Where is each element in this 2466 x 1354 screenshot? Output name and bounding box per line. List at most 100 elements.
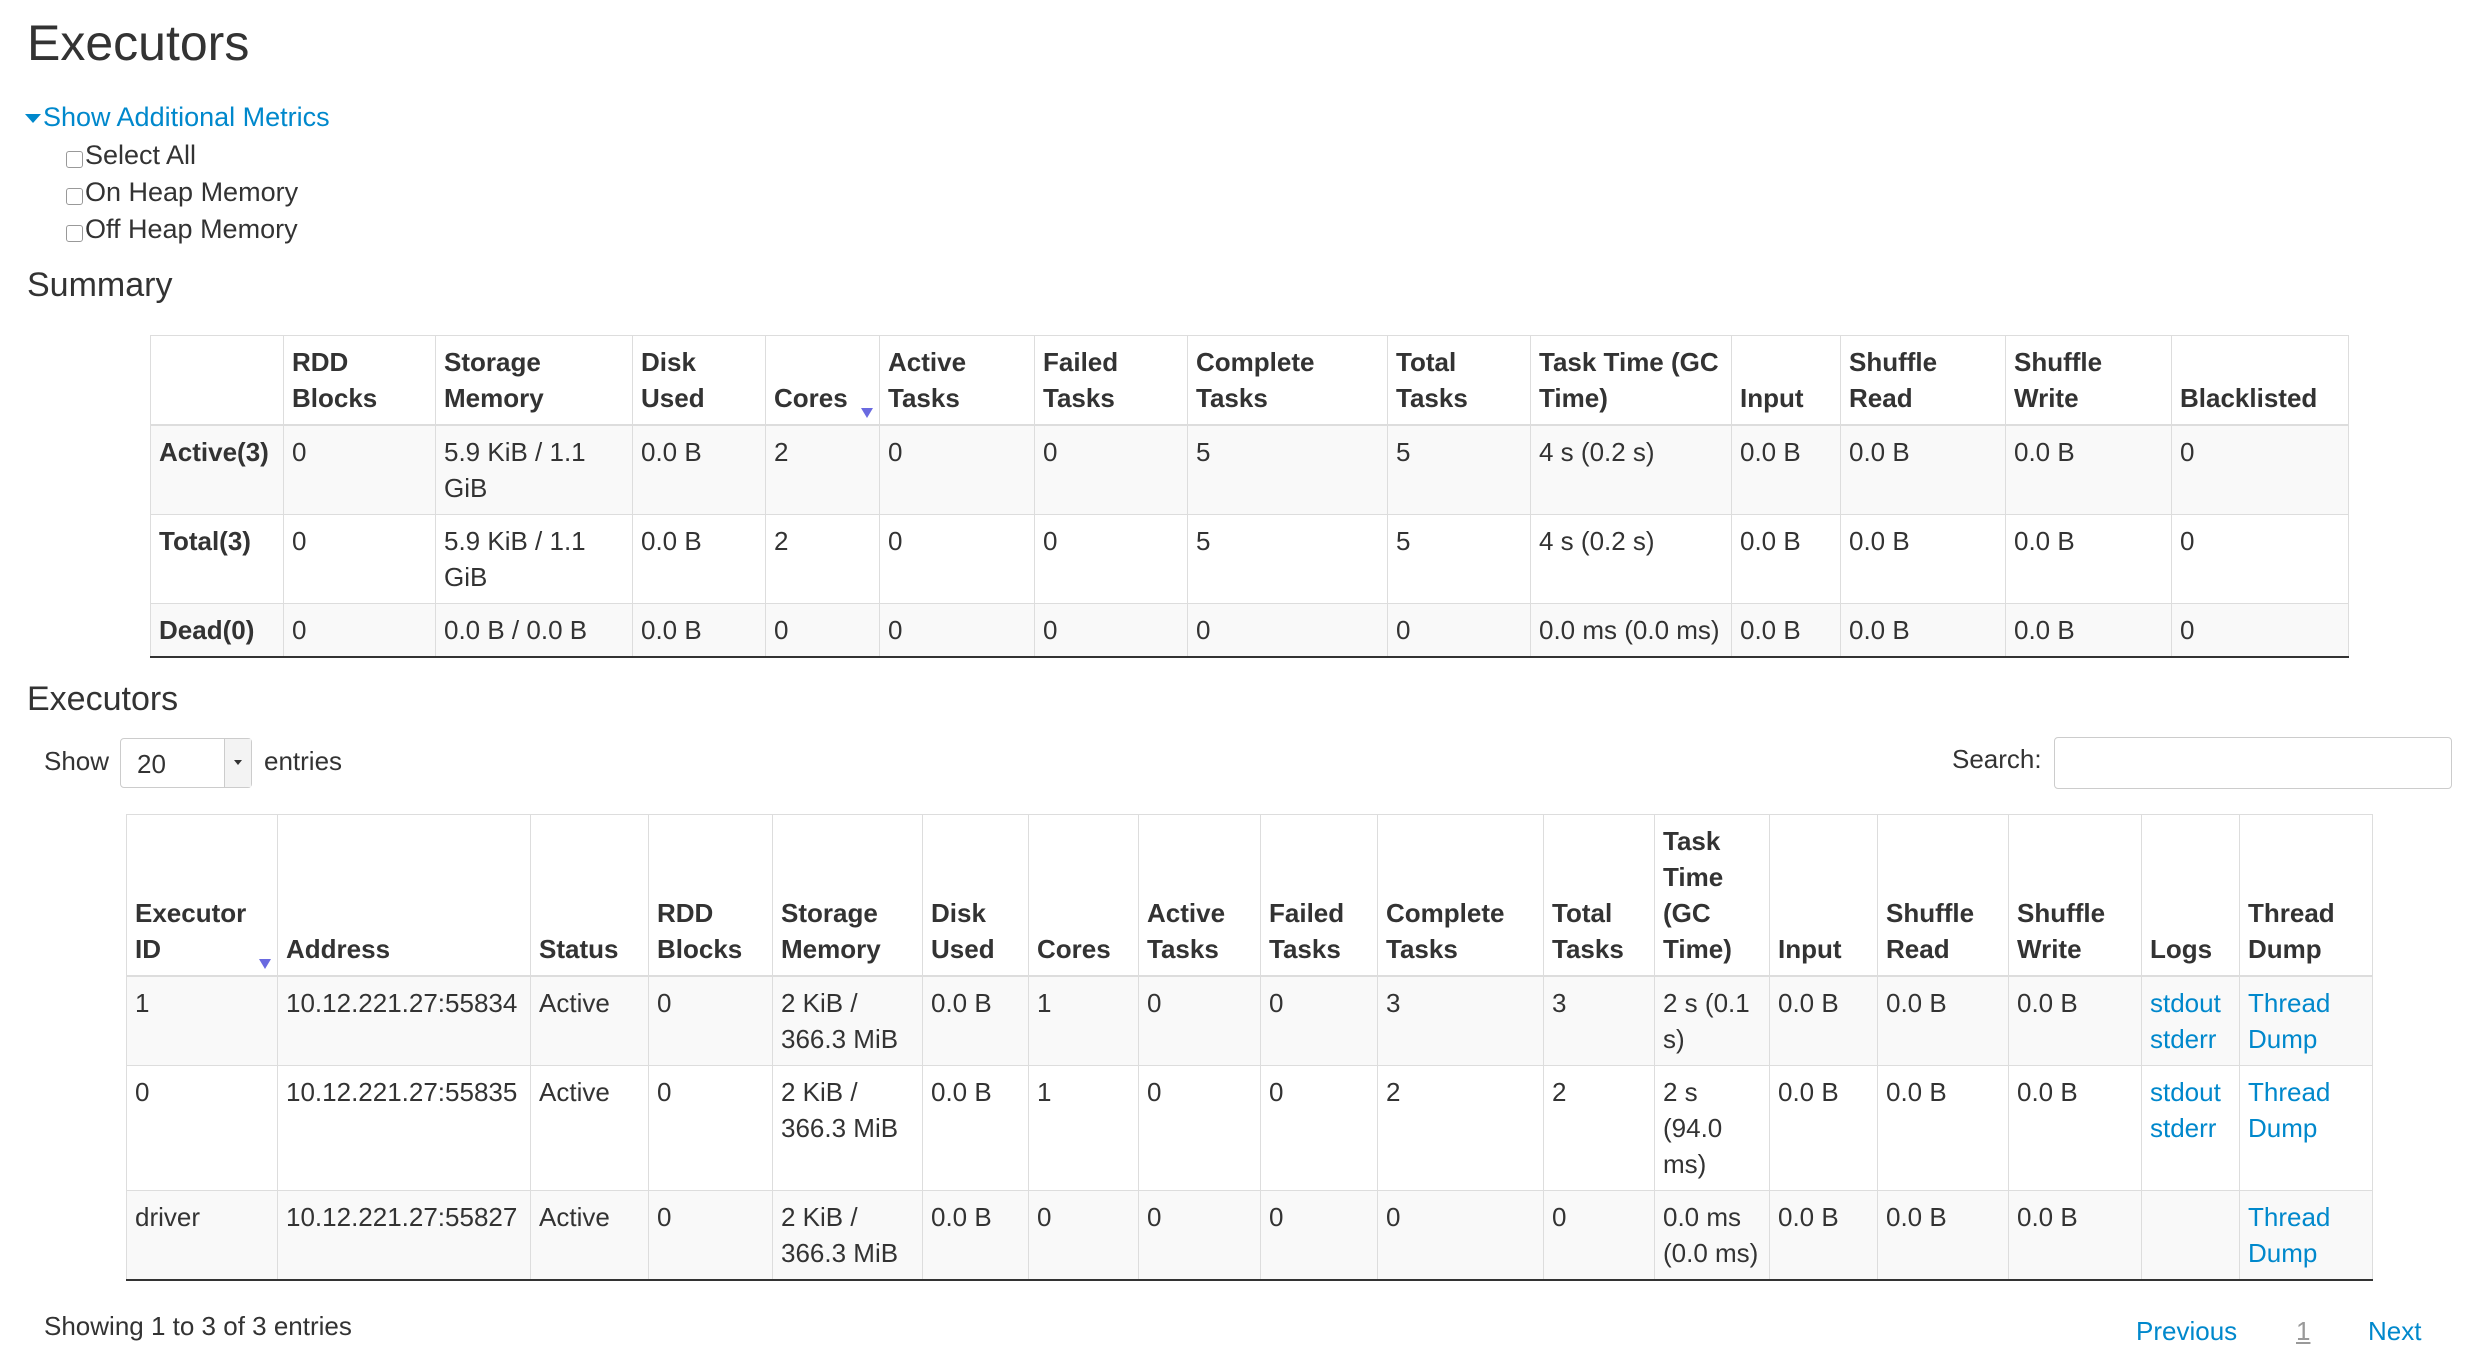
checkbox-icon[interactable] [66, 188, 83, 205]
column-header-shuffle-read[interactable]: Shuffle Read [1840, 335, 2006, 426]
next-page-button[interactable]: Next [2368, 1316, 2422, 1346]
executor-cell-rdd-blocks: 0 [648, 1065, 773, 1191]
column-header-total-tasks[interactable]: Total Tasks [1543, 814, 1655, 977]
summary-cell: 0 [1387, 603, 1531, 658]
summary-cell: 0 [1187, 603, 1388, 658]
column-header-rdd-blocks[interactable]: RDD Blocks [648, 814, 773, 977]
executor-cell-complete-tasks: 2 [1377, 1065, 1544, 1191]
column-header-failed-tasks[interactable]: Failed Tasks [1034, 335, 1188, 426]
show-additional-metrics-toggle[interactable]: Show Additional Metrics [25, 102, 330, 133]
column-header-cores[interactable]: Cores [1028, 814, 1139, 977]
executor-cell-storage-memory: 2 KiB / 366.3 MiB [772, 1190, 923, 1281]
executor-cell-shuffle-read: 0.0 B [1877, 1190, 2009, 1281]
column-header-active-tasks[interactable]: Active Tasks [879, 335, 1035, 426]
summary-table: RDD Blocks Storage Memory Disk Used Cores Ac… [150, 335, 2349, 658]
caret-down-icon [25, 114, 41, 124]
summary-cell: 5 [1187, 514, 1388, 604]
column-header-input[interactable]: Input [1731, 335, 1841, 426]
entries-label: entries [264, 746, 343, 776]
column-header-cores[interactable]: Cores [765, 335, 880, 426]
column-header-shuffle-write[interactable]: Shuffle Write [2008, 814, 2142, 977]
column-header-status[interactable]: Status [530, 814, 649, 977]
stderr-link[interactable]: stderr [2150, 1113, 2217, 1143]
table-info: Showing 1 to 3 of 3 entries [44, 1311, 352, 1341]
stdout-link[interactable]: stdout [2150, 988, 2221, 1018]
column-header-disk-used[interactable]: Disk Used [632, 335, 766, 426]
summary-cell: 5 [1387, 424, 1531, 515]
column-header-shuffle-write[interactable]: Shuffle Write [2005, 335, 2172, 426]
thread-dump-link[interactable]: Thread Dump [2248, 1077, 2331, 1143]
summary-cell: 0.0 B [1840, 603, 2006, 658]
executors-heading: Executors [27, 680, 179, 718]
summary-cell: 0.0 B [1731, 424, 1841, 515]
column-header-failed-tasks[interactable]: Failed Tasks [1260, 814, 1378, 977]
column-header-complete-tasks[interactable]: Complete Tasks [1377, 814, 1544, 977]
executor-cell-executor-id: 1 [126, 975, 278, 1066]
executor-cell-total-tasks: 3 [1543, 975, 1655, 1066]
column-header-rdd-blocks[interactable]: RDD Blocks [283, 335, 436, 426]
summary-cell: 0 [765, 603, 880, 658]
summary-cell: 2 [765, 514, 880, 604]
executor-cell-complete-tasks: 0 [1377, 1190, 1544, 1281]
executor-cell-status: Active [530, 1190, 649, 1281]
summary-cell: 0.0 B [632, 514, 766, 604]
column-header-complete-tasks[interactable]: Complete Tasks [1187, 335, 1388, 426]
stdout-link[interactable]: stdout [2150, 1077, 2221, 1107]
column-header-input[interactable]: Input [1769, 814, 1878, 977]
summary-cell: 0.0 B [1731, 603, 1841, 658]
column-header-total-tasks[interactable]: Total Tasks [1387, 335, 1531, 426]
summary-cell: 0 [1034, 603, 1188, 658]
chevron-down-icon[interactable] [224, 739, 251, 787]
column-header-blank[interactable] [150, 335, 284, 426]
column-header-disk-used[interactable]: Disk Used [922, 814, 1029, 977]
select-all-checkbox[interactable]: Select All [66, 140, 196, 171]
summary-cell: 0.0 B [1840, 424, 2006, 515]
summary-cell: 0.0 ms (0.0 ms) [1530, 603, 1732, 658]
row-label: Active(3) [150, 424, 284, 515]
column-header-storage-memory[interactable]: Storage Memory [435, 335, 633, 426]
checkbox-label: Select All [85, 140, 197, 170]
on-heap-memory-checkbox[interactable]: On Heap Memory [66, 177, 298, 208]
column-header-logs[interactable]: Logs [2141, 814, 2240, 977]
column-header-task-time-gc-time[interactable]: Task Time (GC Time) [1530, 335, 1732, 426]
executor-cell-status: Active [530, 1065, 649, 1191]
checkbox-icon[interactable] [66, 151, 83, 168]
column-header-executor-id[interactable]: Executor ID [126, 814, 278, 977]
row-label: Total(3) [150, 514, 284, 604]
column-header-active-tasks[interactable]: Active Tasks [1138, 814, 1261, 977]
column-header-blacklisted[interactable]: Blacklisted [2171, 335, 2349, 426]
executor-cell-failed-tasks: 0 [1260, 1190, 1378, 1281]
executor-cell-active-tasks: 0 [1138, 975, 1261, 1066]
stderr-link[interactable]: stderr [2150, 1024, 2217, 1054]
executor-cell-cores: 1 [1028, 1065, 1139, 1191]
summary-cell: 0 [2171, 514, 2349, 604]
previous-page-button[interactable]: Previous [2136, 1316, 2238, 1346]
executor-cell-cores: 1 [1028, 975, 1139, 1066]
summary-cell: 0 [283, 514, 436, 604]
thread-dump-link[interactable]: Thread Dump [2248, 1202, 2331, 1268]
executor-cell-input: 0.0 B [1769, 1065, 1878, 1191]
sort-descending-icon[interactable] [861, 408, 873, 418]
page-size-select[interactable]: 20 [120, 738, 252, 788]
column-header-shuffle-read[interactable]: Shuffle Read [1877, 814, 2009, 977]
column-header-address[interactable]: Address [277, 814, 531, 977]
checkbox-label: Off Heap Memory [85, 214, 298, 244]
sort-descending-icon[interactable] [259, 959, 271, 969]
summary-cell: 4 s (0.2 s) [1530, 424, 1732, 515]
search-input[interactable] [2054, 737, 2452, 789]
logs-cell: stdout stderr [2141, 1065, 2240, 1191]
executor-cell-shuffle-write: 0.0 B [2008, 1190, 2142, 1281]
thread-dump-link[interactable]: Thread Dump [2248, 988, 2331, 1054]
summary-cell: 0.0 B [1731, 514, 1841, 604]
column-header-thread-dump[interactable]: Thread Dump [2239, 814, 2373, 977]
summary-cell: 0 [283, 424, 436, 515]
logs-cell: stdout stderr [2141, 975, 2240, 1066]
checkbox-icon[interactable] [66, 225, 83, 242]
off-heap-memory-checkbox[interactable]: Off Heap Memory [66, 214, 298, 245]
column-header-task-time-gc-time[interactable]: Task Time (GC Time) [1654, 814, 1770, 977]
column-header-storage-memory[interactable]: Storage Memory [772, 814, 923, 977]
executor-cell-shuffle-write: 0.0 B [2008, 1065, 2142, 1191]
summary-cell: 0 [879, 424, 1035, 515]
page-1-button[interactable]: 1 [2296, 1316, 2311, 1346]
